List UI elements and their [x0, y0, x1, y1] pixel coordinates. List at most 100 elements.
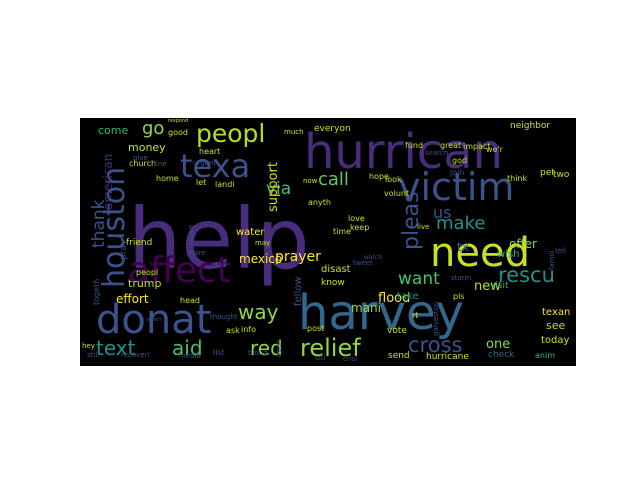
word-charit-95: charit — [188, 225, 196, 245]
word-neighbor-73: neighbor — [510, 121, 550, 131]
word-want-20: want — [398, 269, 440, 289]
word-two-55: two — [553, 170, 570, 180]
word-today-38: today — [541, 335, 570, 346]
word-need-3: need — [430, 230, 530, 276]
word-crisi-101: crisi — [343, 355, 357, 363]
word-home-85: home — [156, 174, 179, 183]
word-media-65: media — [179, 352, 201, 360]
word-send-50: send — [388, 351, 410, 361]
word-disast-44: disast — [321, 264, 351, 275]
word-via-22: via — [266, 179, 291, 199]
word-new-30: new — [474, 279, 501, 294]
word-aid-14: aid — [172, 336, 203, 360]
word-citi-100: citi — [315, 354, 326, 362]
word-texa-7: texa — [180, 147, 250, 185]
word-god-77: god — [452, 156, 467, 165]
word-recoveri-68: recoveri — [121, 351, 149, 359]
word-cross-16: cross — [408, 333, 462, 357]
word-pleas-11: pleas — [399, 191, 424, 250]
word-flood-26: flood — [378, 291, 410, 306]
word-thought-111: thought — [210, 313, 238, 321]
word-us-23: us — [433, 203, 451, 222]
word-affect-6: affect — [128, 250, 231, 291]
word-pls-104: pls — [453, 292, 464, 301]
word-see-37: see — [546, 319, 565, 332]
word-harvey-1: harvey — [298, 285, 464, 341]
word-open-99: open — [275, 340, 283, 357]
word-church-86: church — [129, 159, 156, 168]
word-search-110: search — [425, 149, 448, 157]
word-fund-70: fund — [405, 141, 423, 150]
word-relief-10: relief — [300, 334, 361, 362]
word-think-79: think — [507, 174, 528, 183]
word-hurricane-51: hurricane — [426, 352, 469, 362]
word-look-80: look — [385, 175, 402, 184]
word-galveston-107: galveston — [432, 302, 440, 336]
word-take-46: take — [397, 291, 419, 302]
word-houston-8: houston — [97, 167, 132, 288]
word-one-29: one — [486, 337, 510, 352]
word-great-71: great — [440, 141, 461, 150]
word-tx-40: tx — [457, 240, 469, 254]
word-come-34: come — [98, 124, 128, 137]
word-storm-106: storm — [451, 274, 471, 282]
word-wish-45: wish — [497, 249, 520, 260]
word-american-35: american — [101, 154, 115, 210]
word-help-0: help — [128, 190, 310, 288]
word-give-87: give — [133, 154, 148, 162]
word-hope-81: hope — [369, 172, 389, 181]
word-watch-114: watch — [364, 254, 382, 261]
word-volunt-82: volunt — [384, 189, 409, 198]
word-mexico-27: mexico — [239, 252, 282, 266]
word-togeth-59: togeth — [92, 279, 101, 305]
word-effort-28: effort — [116, 292, 149, 306]
word-effect-116: effect — [147, 317, 161, 323]
word-red-15: red — [250, 336, 283, 360]
word-tweet-102: tweet — [353, 259, 373, 267]
word-peopl-9: peopl — [196, 119, 265, 148]
word-vote-49: vote — [387, 326, 407, 336]
word-post-98: post — [307, 324, 324, 333]
word-fellow-42: fellow — [293, 276, 304, 306]
word-go-25: go — [142, 118, 164, 139]
word-famili-109: famili — [548, 251, 556, 270]
word-info-61: info — [241, 325, 256, 334]
word-good-75: good — [168, 128, 188, 137]
word-money-33: money — [128, 141, 166, 154]
word-trump-32: trump — [128, 277, 162, 290]
word-texan-47: texan — [542, 307, 570, 318]
word-know-43: know — [321, 278, 345, 288]
word-wer-76: we'r — [486, 145, 504, 154]
word-peopl-58: peopl — [136, 268, 158, 277]
word-support-31: support — [266, 162, 281, 212]
word-blood-64: blood — [248, 349, 267, 357]
word-area-96: area — [211, 261, 227, 269]
word-landi-84: landi — [215, 180, 235, 189]
word-rt-105: rt — [412, 311, 418, 320]
word-pet-54: pet — [540, 168, 555, 178]
word-call-18: call — [318, 169, 349, 190]
word-love-91: love — [348, 214, 365, 223]
word-live-103: live — [417, 223, 429, 231]
word-now-113: now — [303, 177, 318, 185]
word-check-52: check — [488, 350, 515, 360]
word-mani-39: mani — [351, 301, 381, 315]
word-head-60: head — [180, 296, 200, 305]
word-still-67: still — [87, 351, 99, 359]
word-line-89: line — [154, 160, 167, 168]
word-share-94: share — [186, 249, 205, 257]
word-visit-48: visit — [490, 281, 509, 291]
word-thank-21: thank — [89, 199, 109, 248]
word-respond-115: respond — [168, 118, 188, 124]
word-anyth-90: anyth — [308, 198, 331, 207]
word-list-63: list — [213, 348, 225, 357]
word-cloud-background — [80, 118, 576, 366]
word-text-13: text — [96, 336, 136, 360]
word-anim-53: anim — [535, 351, 555, 360]
word-water-41: water — [236, 227, 265, 238]
word-let-83: let — [196, 178, 206, 187]
word-hey-66: hey — [82, 342, 95, 350]
word-prayer-24: prayer — [275, 249, 321, 265]
word-way-17: way — [238, 300, 279, 324]
